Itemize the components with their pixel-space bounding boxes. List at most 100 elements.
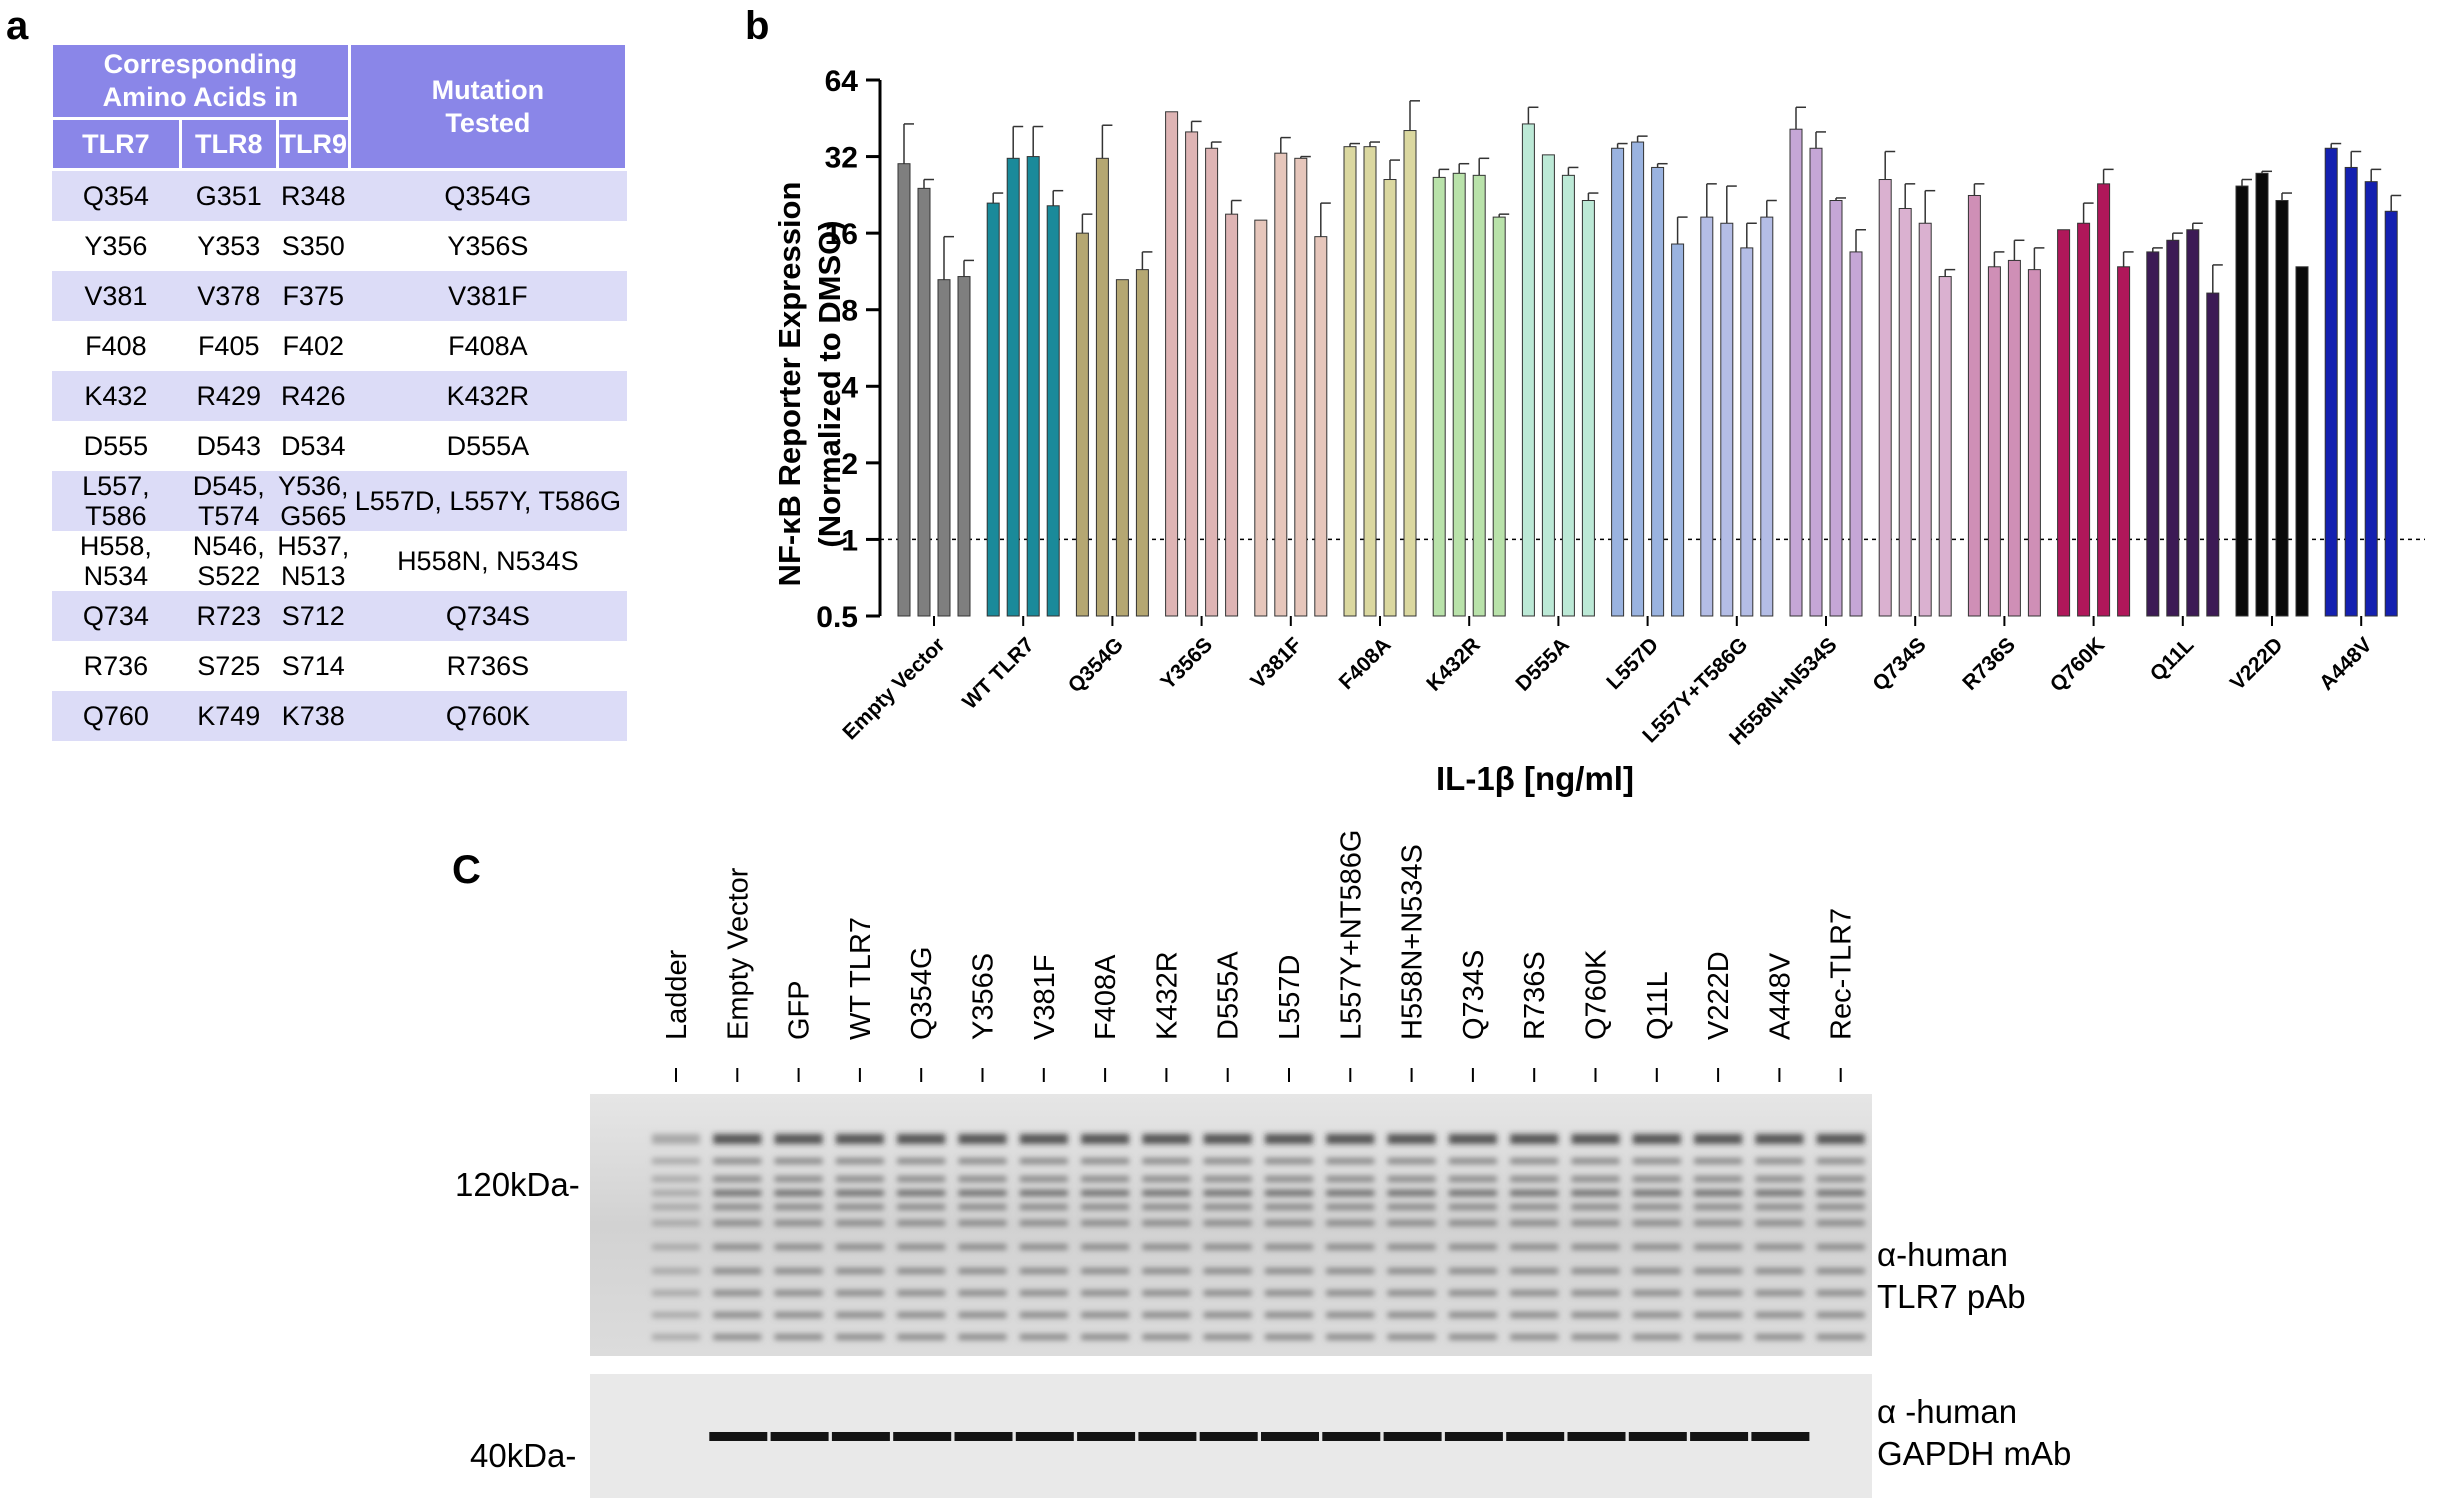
y-tick-label: 64	[825, 65, 859, 98]
table-row: K432 R429 R426 K432R	[51, 371, 627, 421]
table-row: V381 V378 F375 V381F	[51, 271, 627, 321]
lane-label: Q11L	[1642, 971, 1674, 1040]
cell-tlr8: K749	[180, 691, 278, 741]
panel-label-a: a	[6, 4, 29, 48]
cell-tlr7: Q760	[51, 691, 181, 741]
lane-label: Rec-TLR7	[1826, 908, 1858, 1040]
cell-mut: K432R	[349, 371, 627, 421]
cell-tlr8: F405	[197, 331, 260, 361]
table-row: Q734 R723 S712 Q734S	[51, 591, 627, 641]
antibody-gapdh-line2: GAPDH mAb	[1877, 1435, 2072, 1472]
lane-label: R736S	[1519, 951, 1551, 1040]
marker-120kda: 120kDa-	[455, 1166, 580, 1203]
lane-label: K432R	[1151, 951, 1183, 1040]
table-body: Q354 G351 R348 Q354G Y356 Y353 S350 Y356S V381 V3…	[51, 169, 627, 741]
table-row: D555 D543 D534 D555A	[52, 421, 627, 471]
y-axis-label-line2: (Normalized to DMSO)	[812, 220, 847, 547]
cell-tlr7: Q354	[51, 169, 181, 221]
bar	[2057, 229, 2071, 617]
cell-tlr8: R723	[180, 591, 278, 641]
cell-tlr7: L557, T586	[51, 471, 181, 531]
header-mutation-tested: Mutation Tested	[347, 42, 629, 171]
lane-label: Q354G	[906, 947, 938, 1041]
y-tick-label: 4	[841, 371, 858, 404]
cell-mut: Q734S	[349, 591, 627, 641]
cell-mut: F408A	[448, 331, 528, 361]
cell-tlr9: F402	[282, 331, 344, 361]
cell-tlr9: K738	[277, 691, 350, 741]
lane-label: GFP	[784, 980, 816, 1040]
lane-label: V222D	[1703, 951, 1735, 1040]
antibody-tlr7-line2: TLR7 pAb	[1877, 1278, 2026, 1315]
lane-label: Q760K	[1581, 949, 1613, 1040]
bar	[2295, 266, 2309, 617]
y-tick-label: 32	[825, 142, 858, 175]
cell-tlr8: R429	[180, 371, 278, 421]
table-row: Q354 G351 R348 Q354G	[51, 169, 627, 221]
tlr7-blot-image	[590, 1094, 1872, 1356]
y-tick-label: 8	[841, 295, 858, 328]
cell-tlr9: Y536, G565	[277, 471, 350, 531]
cell-mut: D555A	[446, 431, 530, 461]
cell-tlr8: G351	[180, 169, 278, 221]
cell-tlr7: F408	[85, 331, 147, 361]
lane-label: Q734S	[1458, 950, 1490, 1040]
y-axis-label-line1: NF-κB Reporter Expression	[772, 182, 807, 587]
cell-tlr9: S712	[277, 591, 350, 641]
cell-mut: Y356S	[447, 231, 529, 261]
cell-tlr7: K432	[51, 371, 181, 421]
cell-tlr8: N546, S522	[192, 531, 265, 591]
cell-tlr8: V378	[180, 271, 278, 321]
y-tick-label: 1	[841, 524, 858, 557]
cell-tlr7: Q734	[51, 591, 181, 641]
cell-tlr7: R736	[83, 651, 149, 681]
header-tlr9: TLR9	[275, 117, 351, 171]
table-row: Y356 Y353 S350 Y356S	[52, 221, 627, 271]
cell-tlr9: S714	[281, 651, 345, 681]
cell-mut: L557D, L557Y, T586G	[349, 471, 627, 531]
y-tick-label: 0.5	[816, 601, 858, 634]
bar	[1254, 219, 1268, 617]
cell-tlr8: D543	[196, 431, 261, 461]
cell-mut: R736S	[446, 651, 530, 681]
lane-label: L557Y+NT586G	[1335, 830, 1367, 1040]
lane-label: L557D	[1274, 955, 1306, 1040]
table-row: Q760 K749 K738 Q760K	[51, 691, 627, 741]
cell-mut: V381F	[349, 271, 627, 321]
antibody-gapdh-line1: α -human	[1877, 1393, 2018, 1430]
cell-tlr9: H537, N513	[277, 531, 350, 591]
cell-tlr7: V381	[51, 271, 181, 321]
cell-tlr7: H558, N534	[79, 531, 152, 591]
y-tick-label: 16	[825, 218, 858, 251]
bar	[1541, 154, 1555, 617]
cell-mut: H558N, N534S	[397, 546, 579, 576]
cell-tlr9: F375	[277, 271, 350, 321]
mutation-table: Corresponding Amino Acids in Mutation Te…	[50, 42, 629, 741]
bar	[1165, 111, 1179, 617]
lane-label: F408A	[1090, 954, 1122, 1040]
x-axis-label: IL-1β [ng/ml]	[1436, 760, 1634, 797]
table-row: R736 S725 S714 R736S	[52, 641, 627, 691]
cell-tlr8: D545, T574	[180, 471, 278, 531]
y-tick-label: 2	[841, 448, 858, 481]
cell-tlr8: Y353	[197, 231, 261, 261]
cell-tlr7: D555	[83, 431, 149, 461]
table-row: L557, T586 D545, T574 Y536, G565 L557D, L55…	[51, 471, 627, 531]
marker-40kda: 40kDa-	[470, 1437, 577, 1474]
cell-tlr7: Y356	[84, 231, 148, 261]
table-row: H558, N534 N546, S522 H537, N513 H558N, N53…	[52, 531, 627, 591]
cell-tlr9: S350	[281, 231, 345, 261]
antibody-tlr7-line1: α-human	[1877, 1236, 2008, 1273]
cell-tlr9: R426	[277, 371, 350, 421]
header-tlr8: TLR8	[178, 117, 279, 171]
lane-label: Y356S	[968, 953, 1000, 1040]
cell-tlr9: D534	[280, 431, 346, 461]
table-row: F408 F405 F402 F408A	[52, 321, 627, 371]
chart-bars	[897, 100, 2402, 617]
lane-label: WT TLR7	[845, 917, 877, 1040]
cell-tlr9: R348	[277, 169, 350, 221]
cell-mut: Q760K	[349, 691, 627, 741]
lane-label: V381F	[1029, 955, 1061, 1040]
